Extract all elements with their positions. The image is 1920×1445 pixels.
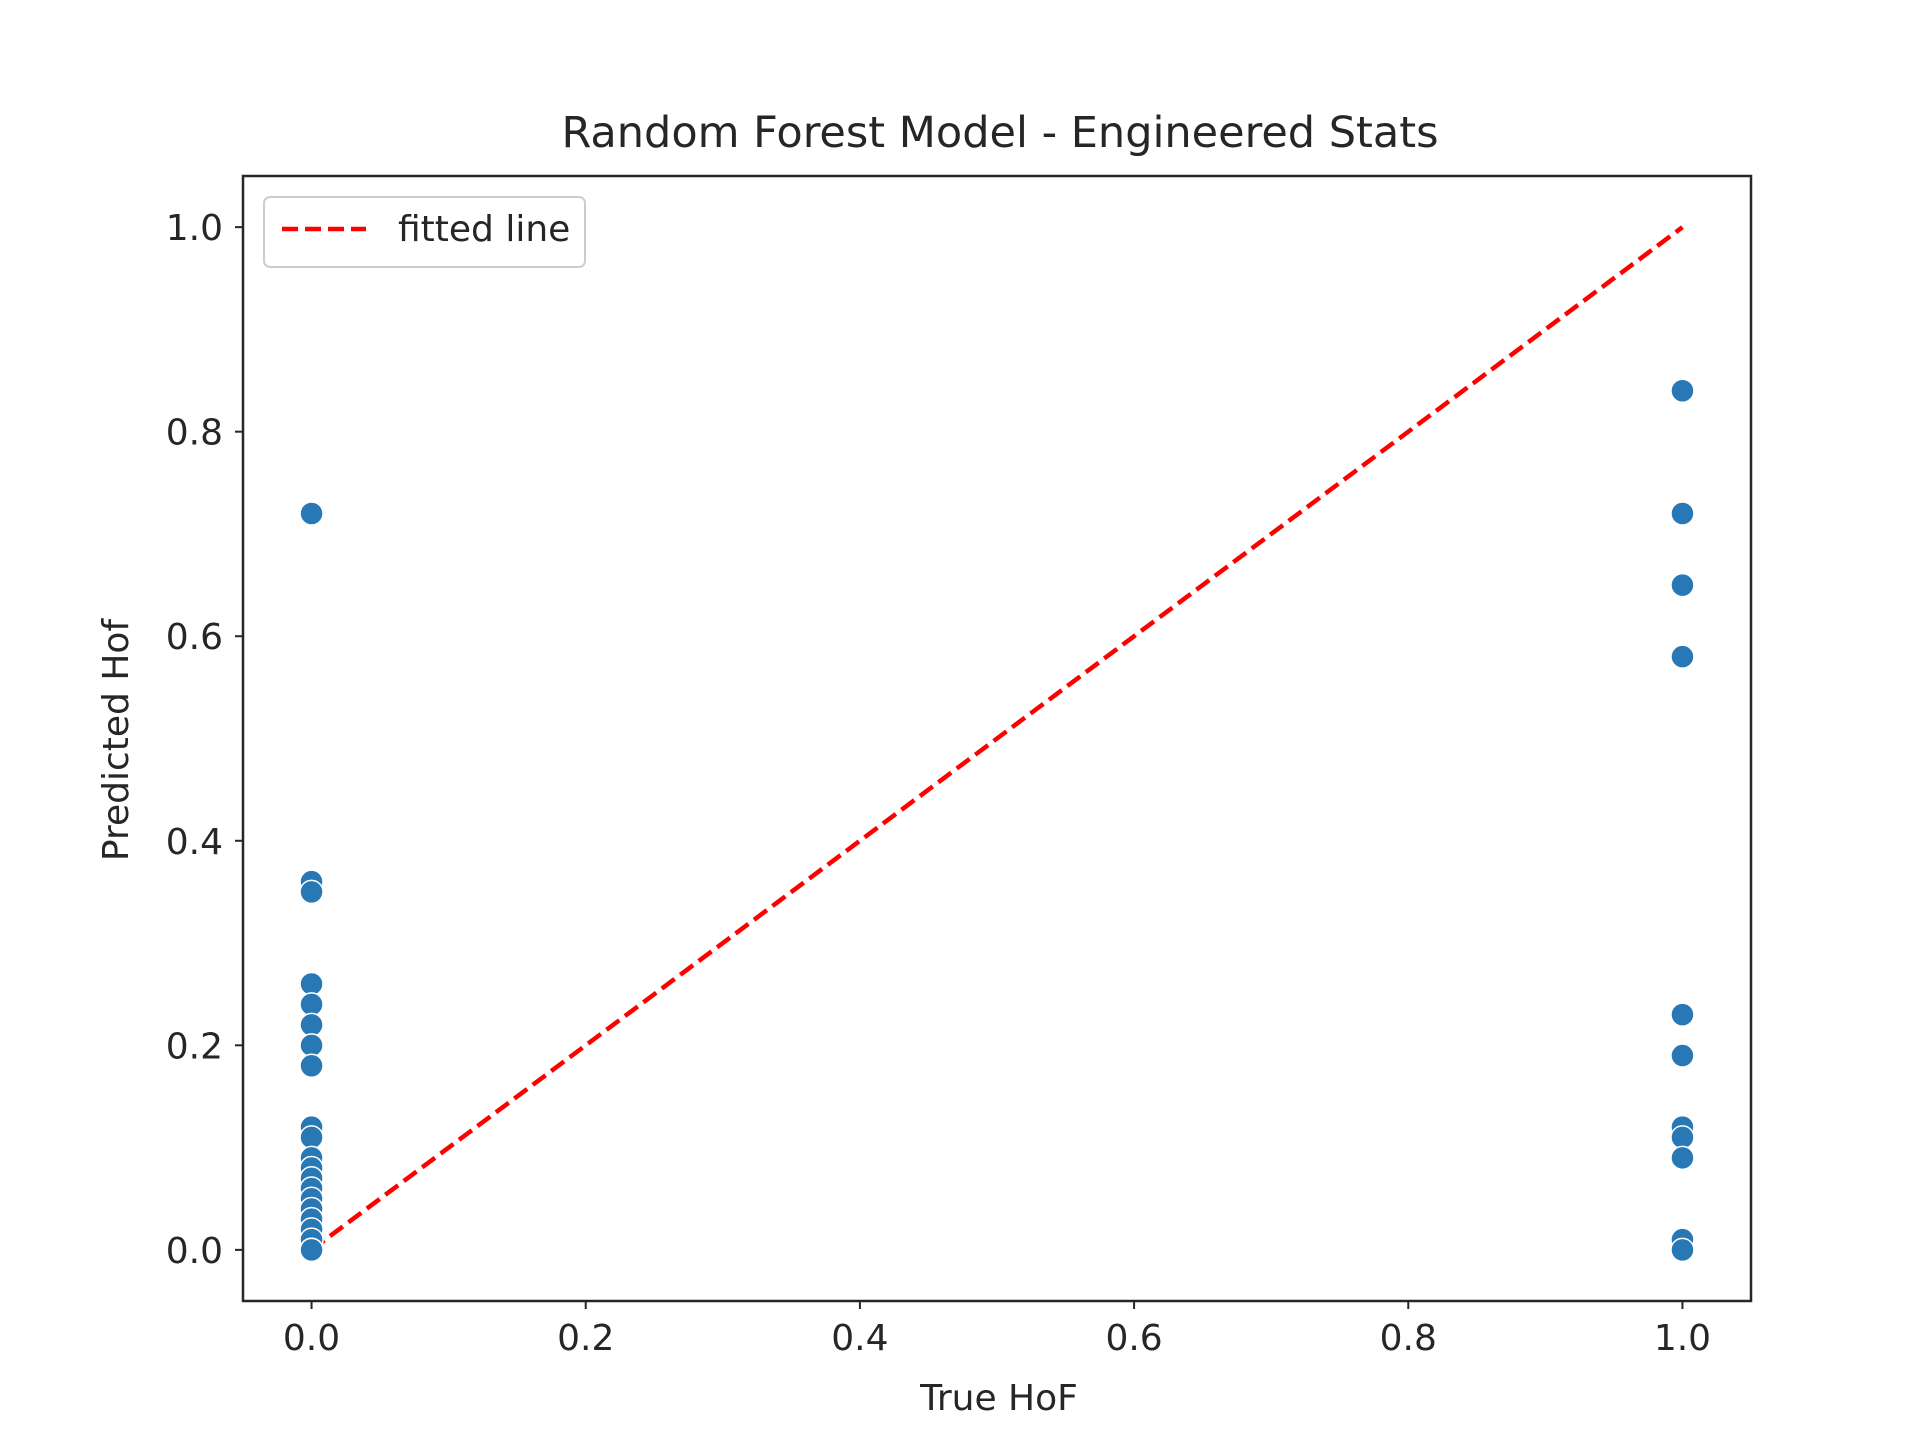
scatter-point xyxy=(1670,1145,1695,1171)
scatter-points xyxy=(299,378,1695,1263)
fitted-line xyxy=(310,225,1684,1252)
plot-frame xyxy=(241,174,1753,1303)
x-tick-label: 0.4 xyxy=(831,1318,888,1359)
x-axis-label: True HoF xyxy=(919,1378,1078,1419)
scatter-point xyxy=(299,1237,324,1263)
y-axis-label: Predicted Hof xyxy=(96,618,137,862)
x-tick-label: 0.6 xyxy=(1105,1318,1162,1359)
y-tick-label: 1.0 xyxy=(166,208,223,249)
scatter-point xyxy=(299,1053,324,1079)
scatter-point xyxy=(1670,1237,1695,1263)
x-tick-label: 0.2 xyxy=(557,1318,614,1359)
scatter-point xyxy=(299,971,324,997)
scatter-point xyxy=(1670,1002,1695,1027)
y-tick-label: 0.6 xyxy=(166,617,223,658)
x-tick-label: 0.0 xyxy=(283,1318,340,1359)
scatter-point xyxy=(1670,572,1695,598)
scatter-point xyxy=(299,1033,324,1058)
scatter-point xyxy=(299,1012,324,1038)
y-tick-label: 0.2 xyxy=(166,1026,223,1067)
scatter-point xyxy=(299,879,324,905)
axis-ticks: 0.0 0.2 0.4 0.6 0.8 1.0 0.0 0.2 0.4 0.6 0.8 1.0 xyxy=(166,208,1711,1359)
fitted-line-layer xyxy=(310,225,1684,1252)
scatter-point xyxy=(299,501,324,526)
scatter-point xyxy=(1670,501,1695,526)
scatter-point xyxy=(1670,1125,1695,1150)
scatter-point xyxy=(1670,378,1695,404)
y-tick-label: 0.0 xyxy=(166,1231,223,1272)
legend: fitted line xyxy=(263,196,586,268)
chart-title: Random Forest Model - Engineered Stats xyxy=(561,108,1438,158)
x-tick-label: 1.0 xyxy=(1654,1318,1711,1359)
y-tick-label: 0.8 xyxy=(166,413,223,454)
scatter-point xyxy=(299,992,324,1017)
scatter-point xyxy=(1670,1043,1695,1068)
legend-box xyxy=(263,196,586,268)
scatter-point xyxy=(299,1125,324,1150)
scatter-point xyxy=(1670,644,1695,669)
plot-area xyxy=(299,225,1695,1263)
legend-label: fitted line xyxy=(398,209,570,250)
x-tick-label: 0.8 xyxy=(1380,1318,1437,1359)
y-tick-label: 0.4 xyxy=(166,822,223,863)
